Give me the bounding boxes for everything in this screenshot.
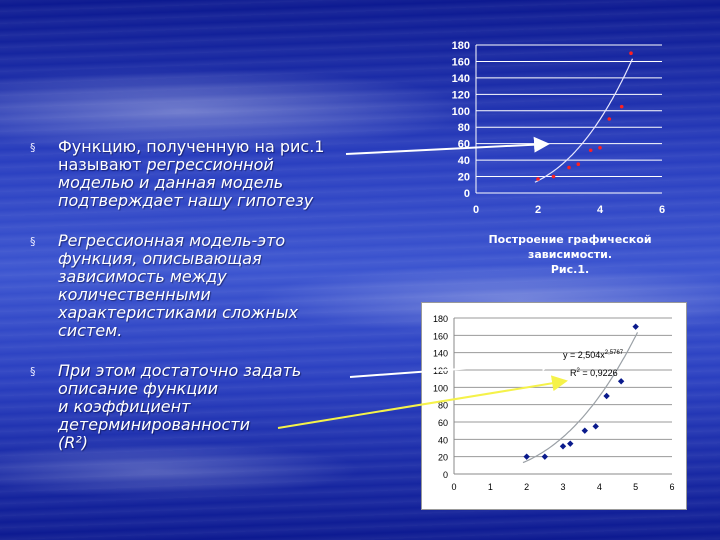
data-point xyxy=(576,162,581,167)
annotation-arrows xyxy=(277,136,568,429)
y-tick-label: 40 xyxy=(458,155,470,167)
x-tick-label: 2 xyxy=(524,482,529,492)
figure-caption: Построение графической зависимости. Рис.… xyxy=(488,233,652,276)
equation-base: y = 2,504x xyxy=(563,350,605,360)
r-squared-label: R2 = 0,9226 xyxy=(570,368,618,378)
bullet-marker-icon: § xyxy=(30,365,36,378)
y-tick-label: 160 xyxy=(433,331,448,341)
data-point xyxy=(607,117,612,121)
x-tick-label: 6 xyxy=(669,482,674,492)
y-tick-label: 140 xyxy=(452,73,470,85)
data-point xyxy=(551,174,556,179)
y-tick-label: 180 xyxy=(452,40,470,52)
bullet-emphasis-text: При этом достаточно задать описание функ… xyxy=(58,361,302,452)
y-tick-label: 80 xyxy=(438,401,448,411)
data-point xyxy=(592,423,599,430)
x-tick-label: 3 xyxy=(560,482,565,492)
y-tick-label: 100 xyxy=(452,106,470,118)
y-tick-label: 60 xyxy=(438,418,448,428)
x-tick-label: 0 xyxy=(451,482,456,492)
bullet-emphasis-text: регрессионной моделью и данная модель по… xyxy=(58,155,314,210)
x-tick-label: 4 xyxy=(597,482,602,492)
bullet-text: Функцию, полученную на рис.1 называют ре… xyxy=(58,138,324,210)
y-tick-label: 160 xyxy=(452,56,470,68)
x-tick-label: 6 xyxy=(659,204,665,216)
data-point xyxy=(559,443,567,450)
data-point xyxy=(603,392,610,400)
y-tick-label: 20 xyxy=(458,172,470,184)
data-point xyxy=(581,427,588,434)
y-tick-label: 0 xyxy=(464,188,470,200)
bullet-lead-text: Функцию, полученную на рис.1 называют xyxy=(58,137,325,174)
x-tick-label: 0 xyxy=(473,204,479,216)
r-squared-superscript: 2 xyxy=(577,368,581,374)
y-tick-label: 20 xyxy=(438,453,448,463)
data-point xyxy=(567,440,574,447)
equation-exponent: 2,5767 xyxy=(605,350,624,356)
trendline xyxy=(534,58,634,183)
data-point xyxy=(567,165,571,170)
data-point xyxy=(598,145,602,150)
bullet-marker-icon: § xyxy=(30,141,36,154)
x-tick-label: 1 xyxy=(488,482,493,492)
arrow-to-equation xyxy=(349,355,558,378)
x-tick-label: 2 xyxy=(535,204,541,216)
data-point xyxy=(541,453,549,460)
data-point xyxy=(619,104,624,109)
r-squared-letter: R xyxy=(570,368,577,378)
data-point xyxy=(617,378,625,385)
trendline xyxy=(522,332,639,464)
x-tick-label: 5 xyxy=(633,482,638,492)
data-point xyxy=(523,453,530,460)
data-point xyxy=(536,177,540,181)
bullet-marker-icon: § xyxy=(30,235,36,248)
bullet-emphasis-text: Регрессионная модель-это функция, описыв… xyxy=(58,231,298,340)
data-point xyxy=(629,51,633,56)
y-tick-label: 120 xyxy=(452,89,470,101)
arrow-to-r-squared xyxy=(277,375,568,429)
bullet-text: Регрессионная модель-это функция, описыв… xyxy=(58,232,298,340)
y-tick-label: 0 xyxy=(443,470,448,480)
chart-panel-bottom xyxy=(421,302,687,510)
y-tick-label: 180 xyxy=(433,314,448,324)
y-tick-label: 80 xyxy=(458,122,470,134)
bullet-text: При этом достаточно задать описание функ… xyxy=(58,362,301,452)
data-point xyxy=(588,148,593,153)
r-squared-value: = 0,9226 xyxy=(580,368,618,378)
equation-label: y = 2,504x2,5767 xyxy=(563,350,624,360)
data-point xyxy=(632,323,639,330)
y-tick-label: 140 xyxy=(433,349,448,359)
y-tick-label: 100 xyxy=(433,383,448,393)
x-tick-label: 4 xyxy=(597,204,604,216)
chart-bottom: 0204060801001201401601800123456y = 2,504… xyxy=(433,314,675,492)
y-tick-label: 40 xyxy=(438,435,448,445)
arrow-to-top-chart xyxy=(345,136,550,155)
